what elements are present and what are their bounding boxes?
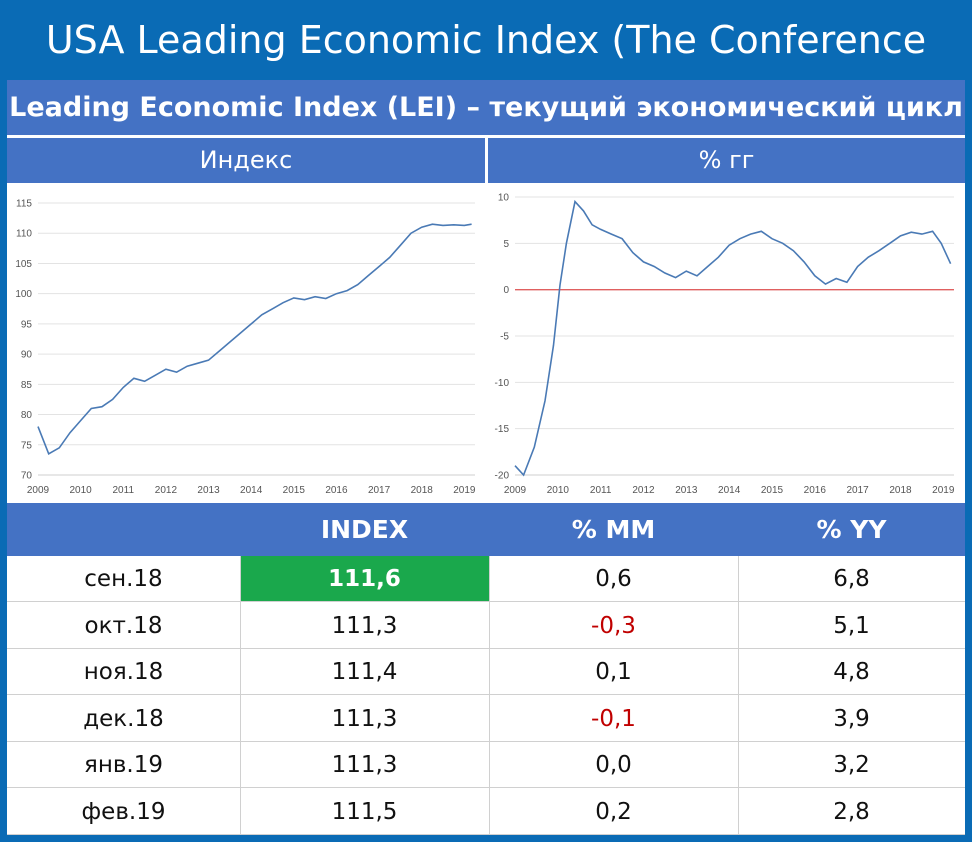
x-tick-label: 2014 [718, 485, 741, 496]
table-cell-yy: 5,1 [738, 603, 965, 649]
y-tick-label: 5 [503, 239, 509, 250]
table-cell-month: ноя.18 [7, 649, 240, 695]
table-cell-index: 111,5 [240, 789, 489, 835]
x-tick-label: 2012 [155, 485, 178, 496]
y-tick-label: 100 [15, 289, 32, 300]
x-tick-label: 2015 [283, 485, 306, 496]
x-tick-label: 2010 [547, 485, 570, 496]
x-tick-label: 2017 [847, 485, 870, 496]
x-tick-label: 2009 [27, 485, 50, 496]
table-header-index: INDEX [240, 503, 489, 556]
table-divider [738, 556, 739, 835]
table-cell-index: 111,3 [240, 603, 489, 649]
chart-header-yoy: % гг [488, 138, 965, 183]
table-cell-yy: 2,8 [738, 789, 965, 835]
y-tick-label: 10 [498, 193, 510, 204]
table-cell-yy: 3,9 [738, 696, 965, 742]
table-cell-index: 111,6 [240, 556, 489, 602]
table-cell-mm: 0,6 [489, 556, 738, 602]
series-line [37, 223, 472, 455]
index-chart: 70 75 80 85 90 95 100 105 110 115 2009 2010 2011 2012… [7, 183, 485, 503]
page-title: USA Leading Economic Index (The Conferen… [45, 18, 927, 142]
x-tick-label: 2012 [632, 485, 655, 496]
y-tick-label: 70 [21, 471, 33, 482]
yoy-chart-svg: -20 -15 -10 -5 0 5 10 2009 2010 2011 2012 2013 2014 2… [495, 193, 955, 497]
x-tick-label: 2018 [889, 485, 912, 496]
table-header-month [7, 503, 240, 556]
index-chart-svg: 70 75 80 85 90 95 100 105 110 115 2009 2010 2011 2012… [15, 199, 476, 497]
y-tick-label: 75 [21, 440, 33, 451]
subtitle: Leading Economic Index (LEI) – текущий э… [7, 80, 965, 135]
x-tick-label: 2013 [197, 485, 220, 496]
table-cell-mm: -0,3 [489, 603, 738, 649]
table-cell-mm: 0,2 [489, 789, 738, 835]
main-panel: Leading Economic Index (LEI) – текущий э… [7, 80, 965, 835]
table-header-mm: % MM [489, 503, 738, 556]
table-divider [489, 556, 490, 835]
table-cell-month: дек.18 [7, 696, 240, 742]
y-tick-label: 90 [21, 350, 33, 361]
x-tick-label: 2013 [675, 485, 698, 496]
x-tick-label: 2009 [504, 485, 527, 496]
x-tick-label: 2017 [368, 485, 391, 496]
table-header-yy: % YY [738, 503, 965, 556]
table-cell-mm: -0,1 [489, 696, 738, 742]
x-tick-label: 2016 [325, 485, 348, 496]
y-tick-label: 85 [21, 380, 33, 391]
y-tick-label: -20 [495, 471, 510, 482]
y-tick-label: 0 [503, 285, 509, 296]
series-line [514, 199, 952, 477]
table-cell-mm: 0,0 [489, 742, 738, 788]
table-cell-index: 111,3 [240, 742, 489, 788]
x-tick-label: 2011 [113, 485, 135, 496]
table-cell-month: сен.18 [7, 556, 240, 602]
table-cell-month: янв.19 [7, 742, 240, 788]
table-cell-index: 111,4 [240, 649, 489, 695]
x-tick-label: 2014 [240, 485, 263, 496]
table-divider [240, 556, 241, 835]
x-tick-label: 2010 [70, 485, 93, 496]
table-cell-index: 111,3 [240, 696, 489, 742]
x-tick-label: 2016 [804, 485, 827, 496]
y-tick-label: -15 [495, 424, 510, 435]
y-tick-label: 105 [15, 259, 32, 270]
chart-header-index: Индекс [7, 138, 485, 183]
y-tick-label: -5 [500, 332, 509, 343]
y-tick-label: 110 [16, 229, 32, 240]
x-tick-label: 2019 [453, 485, 476, 496]
data-table: INDEX % MM % YY сен.18 111,6 0,6 6,8 окт.18 1… [7, 503, 965, 835]
table-cell-mm: 0,1 [489, 649, 738, 695]
table-cell-yy: 6,8 [738, 556, 965, 602]
x-tick-label: 2018 [411, 485, 434, 496]
table-cell-month: фев.19 [7, 789, 240, 835]
x-tick-label: 2019 [932, 485, 955, 496]
y-tick-label: 95 [21, 319, 33, 330]
x-tick-label: 2011 [590, 485, 612, 496]
y-tick-label: 80 [21, 410, 33, 421]
table-cell-yy: 4,8 [738, 649, 965, 695]
x-tick-label: 2015 [761, 485, 784, 496]
table-cell-month: окт.18 [7, 603, 240, 649]
table-cell-yy: 3,2 [738, 742, 965, 788]
y-tick-label: -10 [495, 378, 510, 389]
y-tick-label: 115 [16, 199, 32, 210]
yoy-chart: -20 -15 -10 -5 0 5 10 2009 2010 2011 2012 2013 2014 2… [488, 183, 965, 503]
